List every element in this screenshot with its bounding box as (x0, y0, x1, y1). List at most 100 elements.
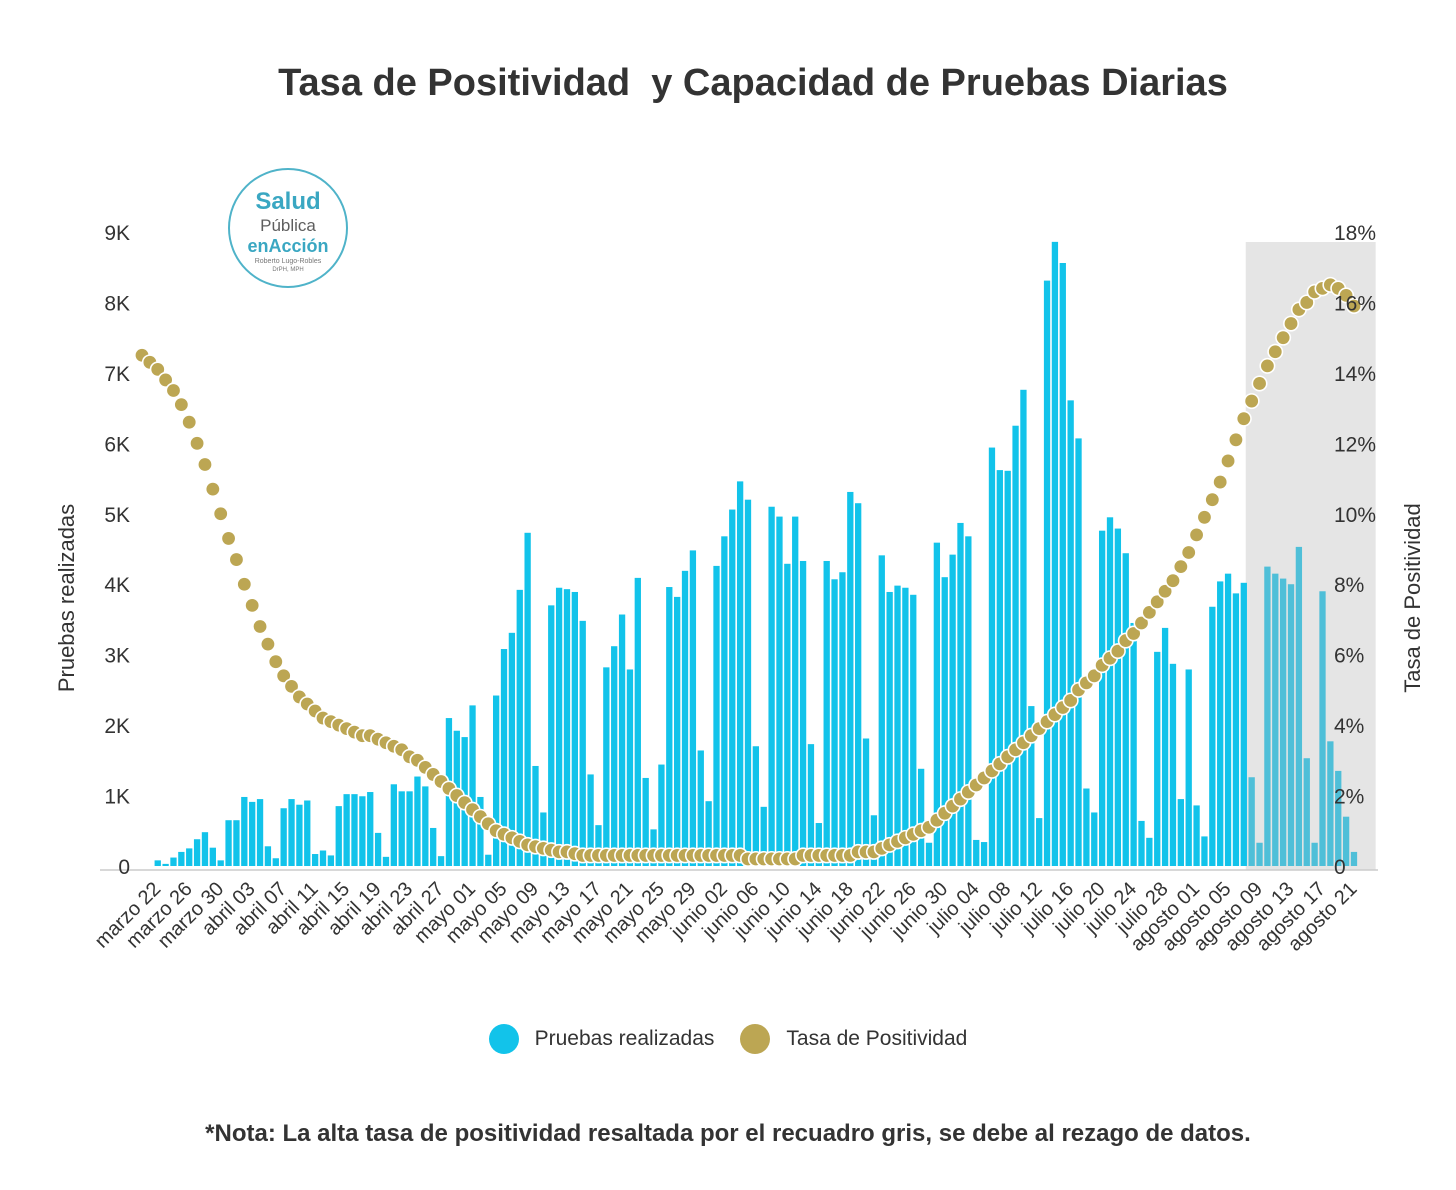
bar-pruebas[interactable] (343, 794, 350, 866)
bar-pruebas[interactable] (500, 649, 508, 866)
bar-pruebas[interactable] (1240, 582, 1247, 866)
dot-positividad[interactable] (1345, 297, 1362, 314)
bar-pruebas[interactable] (721, 536, 728, 866)
bar-pruebas[interactable] (1264, 566, 1271, 866)
bar-pruebas[interactable] (430, 827, 437, 866)
dot-positividad[interactable] (1149, 593, 1166, 610)
bar-pruebas[interactable] (831, 579, 838, 866)
bar-pruebas[interactable] (351, 794, 358, 866)
bar-pruebas[interactable] (618, 614, 626, 866)
bar-pruebas[interactable] (1130, 622, 1137, 866)
bar-pruebas[interactable] (847, 491, 854, 866)
bar-pruebas[interactable] (382, 856, 390, 866)
bar-pruebas[interactable] (311, 854, 319, 866)
bar-pruebas[interactable] (713, 565, 720, 866)
bar-pruebas[interactable] (752, 746, 760, 866)
bar-pruebas[interactable] (516, 589, 523, 866)
bar-pruebas[interactable] (768, 506, 775, 866)
bar-pruebas[interactable] (1232, 593, 1240, 866)
bar-pruebas[interactable] (870, 815, 878, 866)
bar-pruebas[interactable] (398, 791, 405, 866)
bar-pruebas[interactable] (201, 832, 209, 866)
bar-pruebas[interactable] (548, 605, 555, 866)
dot-positividad[interactable] (1109, 643, 1126, 660)
bar-pruebas[interactable] (949, 554, 956, 866)
dot-positividad[interactable] (244, 597, 261, 614)
bar-pruebas[interactable] (736, 481, 744, 866)
bar-pruebas[interactable] (1106, 517, 1114, 866)
bar-pruebas[interactable] (902, 587, 909, 866)
bar-pruebas[interactable] (335, 806, 342, 866)
bar-pruebas[interactable] (626, 669, 634, 866)
bar-pruebas[interactable] (603, 667, 610, 866)
bar-pruebas[interactable] (170, 857, 177, 866)
dot-positividad[interactable] (173, 396, 190, 413)
dot-positividad[interactable] (1062, 692, 1079, 709)
dot-positividad[interactable] (1251, 375, 1268, 392)
bar-pruebas[interactable] (555, 587, 563, 866)
bar-pruebas[interactable] (784, 563, 791, 866)
bar-pruebas[interactable] (988, 447, 996, 866)
bar-pruebas[interactable] (1287, 584, 1295, 866)
bar-pruebas[interactable] (666, 587, 673, 866)
dot-positividad[interactable] (1188, 526, 1205, 543)
bar-pruebas[interactable] (532, 765, 539, 866)
bar-pruebas[interactable] (1311, 842, 1318, 866)
bar-pruebas[interactable] (933, 542, 941, 866)
bar-pruebas[interactable] (288, 799, 295, 866)
dot-positividad[interactable] (1267, 343, 1284, 360)
bar-pruebas[interactable] (162, 863, 169, 866)
bar-pruebas[interactable] (241, 796, 248, 866)
bar-pruebas[interactable] (839, 572, 846, 866)
bar-pruebas[interactable] (973, 839, 980, 866)
bar-pruebas[interactable] (508, 632, 516, 866)
dot-positividad[interactable] (165, 382, 182, 399)
bar-pruebas[interactable] (1146, 837, 1153, 866)
legend-item-pruebas[interactable]: Pruebas realizadas (488, 1024, 714, 1054)
bar-pruebas[interactable] (422, 786, 429, 866)
dot-positividad[interactable] (157, 371, 174, 388)
dot-positividad[interactable] (204, 481, 221, 498)
bar-pruebas[interactable] (256, 799, 264, 866)
bar-pruebas[interactable] (485, 854, 492, 866)
dot-positividad[interactable] (1125, 625, 1142, 642)
bar-pruebas[interactable] (178, 851, 185, 866)
bar-pruebas[interactable] (965, 536, 972, 866)
bar-pruebas[interactable] (1161, 627, 1169, 866)
bar-pruebas[interactable] (477, 796, 484, 866)
bar-pruebas[interactable] (1020, 389, 1027, 866)
bar-pruebas[interactable] (186, 848, 193, 866)
bar-pruebas[interactable] (296, 804, 303, 866)
bar-pruebas[interactable] (1083, 788, 1090, 866)
bar-pruebas[interactable] (587, 774, 594, 866)
bar-pruebas[interactable] (1036, 818, 1043, 866)
dot-positividad[interactable] (1283, 315, 1300, 332)
dot-positividad[interactable] (1196, 509, 1213, 526)
bar-pruebas[interactable] (1185, 669, 1192, 866)
bar-pruebas[interactable] (1067, 400, 1074, 866)
bar-pruebas[interactable] (1342, 816, 1350, 866)
bar-pruebas[interactable] (225, 820, 232, 866)
bar-pruebas[interactable] (807, 744, 815, 866)
bar-pruebas[interactable] (1256, 842, 1263, 866)
bar-pruebas[interactable] (1177, 799, 1184, 866)
bar-pruebas[interactable] (563, 589, 571, 866)
bar-pruebas[interactable] (878, 555, 885, 866)
bar-pruebas[interactable] (925, 842, 933, 866)
bar-pruebas[interactable] (359, 796, 366, 866)
dot-positividad[interactable] (212, 505, 229, 522)
dot-positividad[interactable] (236, 576, 253, 593)
bar-pruebas[interactable] (674, 596, 681, 866)
bar-pruebas[interactable] (1114, 528, 1122, 866)
bar-pruebas[interactable] (1098, 530, 1106, 866)
bar-pruebas[interactable] (1028, 706, 1035, 866)
bar-pruebas[interactable] (792, 516, 799, 866)
dot-positividad[interactable] (275, 667, 292, 684)
dot-positividad[interactable] (1180, 544, 1197, 561)
bar-pruebas[interactable] (1209, 606, 1216, 866)
bar-pruebas[interactable] (1217, 581, 1224, 866)
bar-pruebas[interactable] (319, 850, 327, 866)
dot-positividad[interactable] (1164, 572, 1181, 589)
bar-pruebas[interactable] (1280, 578, 1287, 866)
bar-pruebas[interactable] (1059, 262, 1066, 866)
